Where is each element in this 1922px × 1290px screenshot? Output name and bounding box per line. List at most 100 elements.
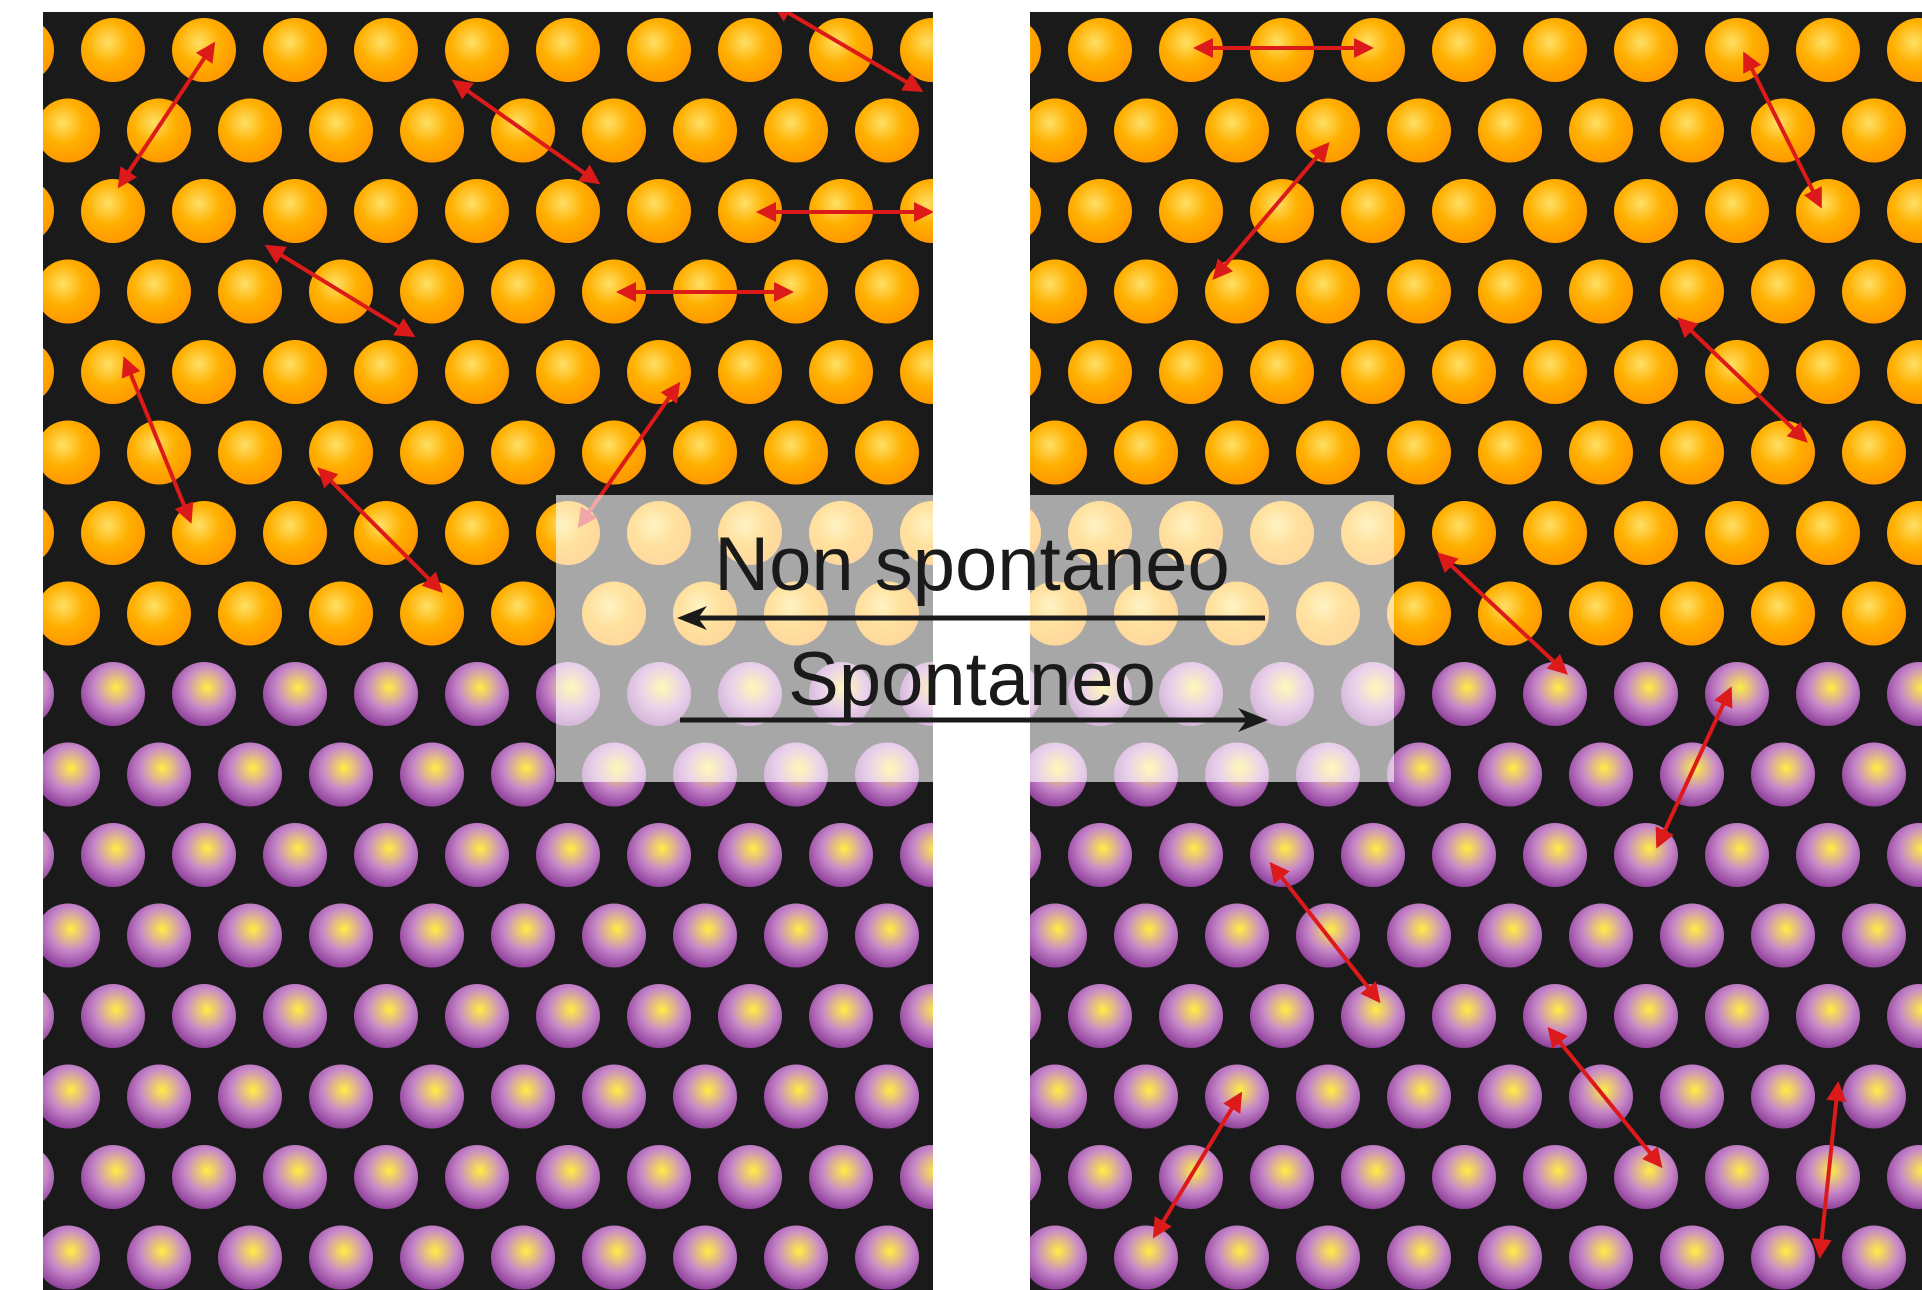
orange-particle	[1887, 501, 1922, 565]
purple-particle	[445, 823, 509, 887]
purple-particle	[1478, 1225, 1542, 1290]
purple-particle	[627, 984, 691, 1048]
orange-particle	[764, 259, 828, 324]
orange-particle	[1842, 98, 1906, 163]
orange-particle	[1751, 259, 1815, 324]
purple-particle	[1114, 1064, 1178, 1129]
orange-particle	[718, 179, 782, 243]
orange-particle	[81, 340, 145, 404]
orange-particle	[1341, 340, 1405, 404]
orange-particle	[263, 501, 327, 565]
orange-particle	[1887, 340, 1922, 404]
purple-particle	[263, 1145, 327, 1209]
orange-particle	[43, 259, 100, 324]
purple-particle	[627, 823, 691, 887]
purple-particle	[1296, 1225, 1360, 1290]
orange-particle	[809, 18, 873, 82]
orange-particle	[932, 99, 996, 163]
motion-arrow	[1655, 686, 1733, 849]
purple-particle	[1751, 1225, 1815, 1290]
purple-particle	[43, 742, 100, 807]
orange-particle	[946, 421, 1010, 485]
purple-particle	[932, 1226, 996, 1290]
orange-particle	[172, 501, 236, 565]
orange-particle	[855, 420, 919, 485]
purple-particle	[309, 1064, 373, 1129]
purple-particle	[1614, 662, 1678, 726]
purple-particle	[900, 823, 933, 887]
orange-particle	[900, 18, 933, 82]
purple-particle	[1030, 1152, 1041, 1202]
purple-particle	[0, 904, 9, 968]
orange-particle	[1569, 420, 1633, 485]
orange-particle	[1114, 259, 1178, 324]
orange-particle	[491, 420, 555, 485]
orange-particle	[1842, 259, 1906, 324]
purple-particle	[1842, 742, 1906, 807]
motion-arrow	[1811, 1081, 1847, 1259]
purple-particle	[1569, 742, 1633, 807]
orange-particle	[1205, 98, 1269, 163]
purple-particle	[1387, 1225, 1451, 1290]
purple-particle	[718, 1145, 782, 1209]
purple-particle	[127, 742, 191, 807]
label-overlay	[556, 495, 1394, 782]
purple-particle	[1705, 984, 1769, 1048]
orange-particle	[1341, 179, 1405, 243]
purple-particle	[1068, 1145, 1132, 1209]
purple-particle	[81, 823, 145, 887]
orange-particle	[1114, 98, 1178, 163]
purple-particle	[1432, 823, 1496, 887]
orange-particle	[1614, 340, 1678, 404]
purple-particle	[1887, 984, 1922, 1048]
orange-particle	[718, 18, 782, 82]
orange-particle	[1478, 259, 1542, 324]
orange-particle	[1523, 501, 1587, 565]
orange-particle	[400, 259, 464, 324]
purple-particle	[354, 1145, 418, 1209]
orange-particle	[43, 25, 54, 75]
purple-particle	[491, 1225, 555, 1290]
purple-particle	[1296, 1064, 1360, 1129]
orange-particle	[627, 18, 691, 82]
orange-particle	[309, 581, 373, 646]
orange-particle	[1068, 18, 1132, 82]
purple-particle	[1387, 742, 1451, 807]
orange-particle	[932, 260, 996, 324]
purple-particle	[127, 1064, 191, 1129]
orange-particle	[1205, 420, 1269, 485]
purple-particle	[172, 823, 236, 887]
purple-particle	[1068, 984, 1132, 1048]
orange-particle	[263, 340, 327, 404]
orange-particle	[627, 340, 691, 404]
purple-particle	[263, 823, 327, 887]
orange-particle	[1705, 501, 1769, 565]
purple-particle	[400, 1064, 464, 1129]
motion-arrow	[117, 41, 216, 189]
orange-particle	[445, 340, 509, 404]
orange-particle	[445, 179, 509, 243]
purple-particle	[1569, 903, 1633, 968]
motion-arrow	[1152, 1091, 1243, 1239]
motion-arrow	[451, 79, 601, 185]
purple-particle	[718, 823, 782, 887]
orange-particle	[127, 259, 191, 324]
purple-particle	[1887, 662, 1922, 726]
orange-particle	[0, 582, 9, 646]
orange-particle	[1159, 340, 1223, 404]
orange-particle	[1387, 259, 1451, 324]
purple-particle	[855, 1064, 919, 1129]
purple-particle	[932, 904, 996, 968]
purple-particle	[354, 662, 418, 726]
purple-particle	[218, 1225, 282, 1290]
purple-particle	[400, 903, 464, 968]
purple-particle	[809, 984, 873, 1048]
purple-particle	[1751, 1064, 1815, 1129]
orange-particle	[354, 501, 418, 565]
orange-particle	[1387, 420, 1451, 485]
orange-particle	[43, 581, 100, 646]
motion-arrow	[1269, 861, 1381, 1004]
orange-particle	[354, 340, 418, 404]
orange-particle	[354, 18, 418, 82]
purple-particle	[1614, 1145, 1678, 1209]
